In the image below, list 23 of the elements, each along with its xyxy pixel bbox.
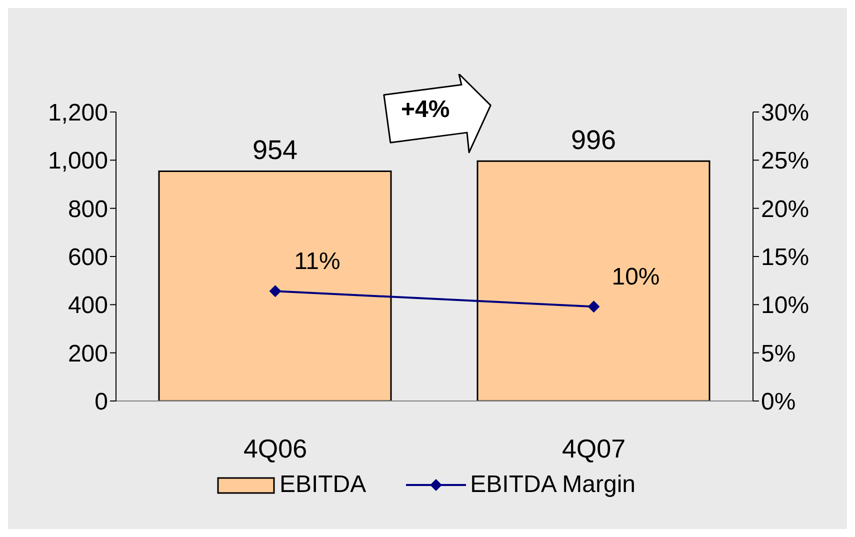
y2-tick-label: 5% (761, 340, 796, 368)
y-tick-label: 200 (68, 340, 108, 368)
y-tick-label: 1,000 (48, 148, 108, 175)
y-tick-label: 800 (68, 196, 108, 223)
y2-tick-label: 25% (761, 148, 810, 175)
data-label: 954 (252, 135, 298, 166)
data-label: 10% (612, 264, 660, 291)
y2-tick-label: 20% (761, 196, 810, 223)
data-label: 11% (294, 248, 340, 276)
y-tick-label: 1,200 (48, 100, 108, 127)
y-tick-label: 600 (68, 244, 108, 272)
y2-tick-label: 15% (761, 244, 810, 272)
legend-label: EBITDA (279, 471, 366, 499)
x-tick-label: 4Q06 (243, 433, 308, 464)
annotation: +4% (401, 96, 450, 124)
legend-label: EBITDA Margin (470, 471, 636, 499)
x-tick-label: 4Q07 (562, 433, 626, 464)
y-tick-label: 400 (68, 292, 108, 320)
data-label: 996 (570, 125, 616, 156)
y2-tick-label: 10% (761, 292, 810, 320)
y2-tick-label: 30% (761, 100, 810, 127)
y2-tick-label: 0% (761, 388, 796, 416)
y-tick-label: 0 (94, 388, 108, 416)
